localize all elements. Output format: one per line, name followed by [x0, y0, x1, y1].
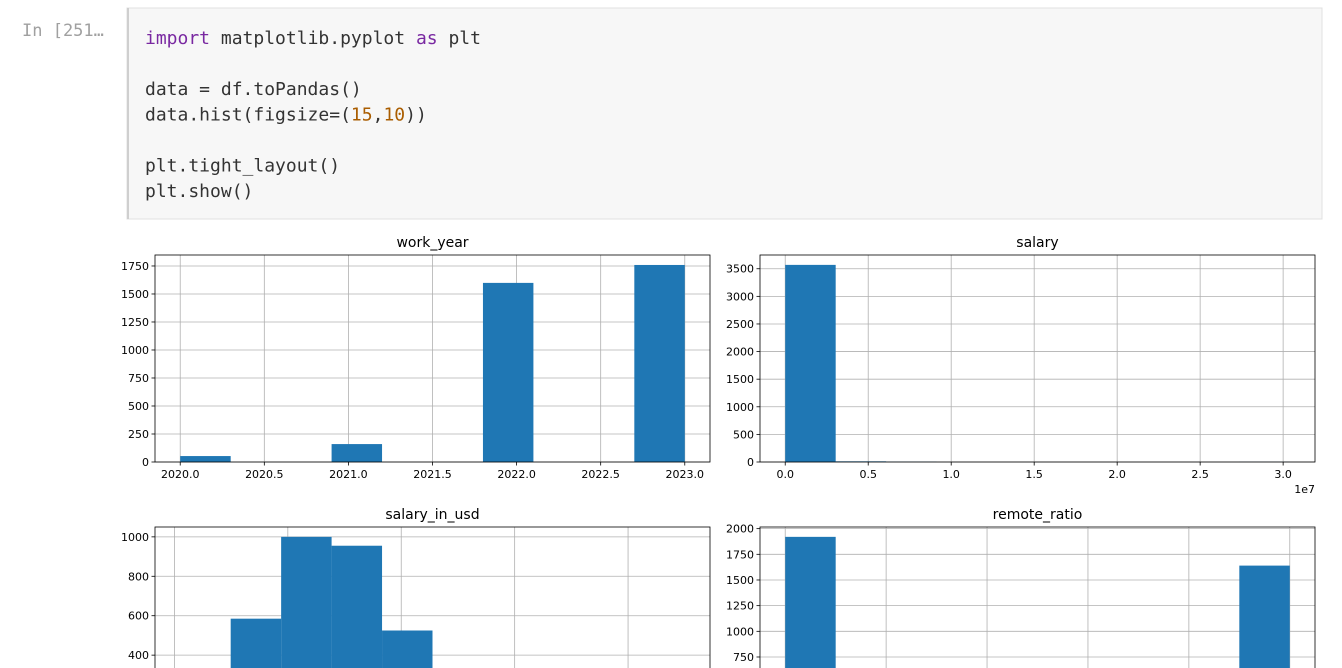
- y-tick-label: 600: [128, 610, 149, 623]
- y-tick-label: 1250: [726, 600, 754, 613]
- subplot-title: remote_ratio: [993, 507, 1083, 523]
- y-tick-label: 1500: [726, 373, 754, 386]
- histogram-bar: [785, 536, 836, 668]
- y-tick-label: 500: [128, 400, 149, 413]
- code-line: import matplotlib.pyplot as plt: [145, 28, 481, 49]
- y-tick-label: 0: [747, 456, 754, 469]
- code-line: data.hist(figsize=(15,10)): [145, 105, 427, 126]
- y-tick-label: 400: [128, 649, 149, 662]
- x-offset-label: 1e7: [1294, 483, 1315, 496]
- histogram-bar: [785, 264, 836, 462]
- histogram-bar: [281, 536, 332, 668]
- y-tick-label: 2500: [726, 318, 754, 331]
- histogram-bar: [331, 444, 383, 462]
- y-tick-label: 1750: [121, 260, 149, 273]
- code-token: data = df.toPandas(): [145, 79, 362, 100]
- histogram-bar: [634, 264, 685, 462]
- y-tick-label: 1500: [121, 288, 149, 301]
- code-block: import matplotlib.pyplot as plt data = df…: [145, 28, 481, 202]
- x-tick-label: 2021.0: [329, 468, 368, 481]
- histogram-bar: [331, 545, 383, 668]
- subplot: salary_in_usd010000020000030000040000002…: [121, 507, 711, 668]
- subplot: work_year 2020.0 2020.5 2021.0 2021.5 2022.0 2…: [121, 235, 711, 481]
- code-token: as: [416, 28, 438, 49]
- code-token: data.hist(figsize=(: [145, 105, 351, 126]
- x-tick-label: 2020.0: [161, 468, 200, 481]
- axes-frame: [759, 526, 1316, 668]
- code-line: plt.show(): [145, 181, 253, 202]
- x-tick-label: 0.0: [776, 468, 794, 481]
- y-tick-label: 1000: [726, 625, 754, 638]
- x-tick-label: 2021.5: [413, 468, 452, 481]
- figure: work_year 2020.0 2020.5 2021.0 2021.5 2022.0 2…: [121, 235, 1316, 668]
- axes-frame: [154, 526, 711, 668]
- y-tick-label: 800: [128, 570, 149, 583]
- code-token: 10: [383, 105, 405, 126]
- x-tick-label: 2.5: [1191, 468, 1209, 481]
- code-token: import: [145, 28, 210, 49]
- code-cell[interactable]: [126, 7, 1323, 220]
- subplot: salary 0.0 0.5 1.0 1.5 2.0 2.5 3.0 0 500 1000 1500 2…: [726, 235, 1316, 496]
- y-tick-label: 2000: [726, 346, 754, 359]
- code-token: ,: [373, 105, 384, 126]
- x-tick-label: 3.0: [1274, 468, 1292, 481]
- code-token: 15: [351, 105, 373, 126]
- subplot-title: work_year: [396, 235, 468, 251]
- histogram-bar: [482, 282, 534, 462]
- y-tick-label: 3000: [726, 290, 754, 303]
- x-tick-label: 1.5: [1025, 468, 1043, 481]
- y-tick-label: 0: [142, 456, 149, 469]
- subplot-title: salary_in_usd: [385, 507, 479, 523]
- x-tick-label: 2022.5: [581, 468, 620, 481]
- code-line: data = df.toPandas(): [145, 79, 362, 100]
- y-tick-label: 1000: [726, 401, 754, 414]
- code-token: )): [405, 105, 427, 126]
- x-tick-label: 2023.0: [666, 468, 705, 481]
- y-tick-label: 1250: [121, 316, 149, 329]
- cell-border: [127, 8, 129, 219]
- x-tick-label: 0.5: [859, 468, 877, 481]
- subplot-title: salary: [1016, 235, 1058, 251]
- x-tick-label: 2020.5: [245, 468, 284, 481]
- x-tick-label: 2022.0: [497, 468, 536, 481]
- histogram-bar: [1239, 565, 1290, 668]
- code-token: plt.show(): [145, 181, 253, 202]
- histogram-bar: [382, 630, 433, 668]
- x-tick-label: 1.0: [942, 468, 960, 481]
- y-tick-label: 1000: [121, 344, 149, 357]
- x-tick-label: 2.0: [1108, 468, 1126, 481]
- y-tick-label: 500: [733, 428, 754, 441]
- y-tick-label: 2000: [726, 523, 754, 536]
- cell-prompt: In [251…: [22, 21, 104, 41]
- code-token: plt: [438, 28, 481, 49]
- y-tick-label: 250: [128, 428, 149, 441]
- code-token: matplotlib.pyplot: [210, 28, 416, 49]
- histogram-bar: [180, 456, 231, 462]
- y-tick-label: 1500: [726, 574, 754, 587]
- y-tick-label: 750: [128, 372, 149, 385]
- y-tick-label: 1000: [121, 531, 149, 544]
- subplot: remote_ratio0204060801000250500750100012…: [726, 507, 1316, 668]
- histogram-bar: [230, 618, 282, 668]
- code-token: plt.tight_layout(): [145, 156, 340, 177]
- code-line: plt.tight_layout(): [145, 156, 340, 177]
- y-tick-label: 750: [733, 651, 754, 664]
- y-tick-label: 3500: [726, 263, 754, 276]
- y-tick-label: 1750: [726, 548, 754, 561]
- axes-frame: [759, 254, 1316, 463]
